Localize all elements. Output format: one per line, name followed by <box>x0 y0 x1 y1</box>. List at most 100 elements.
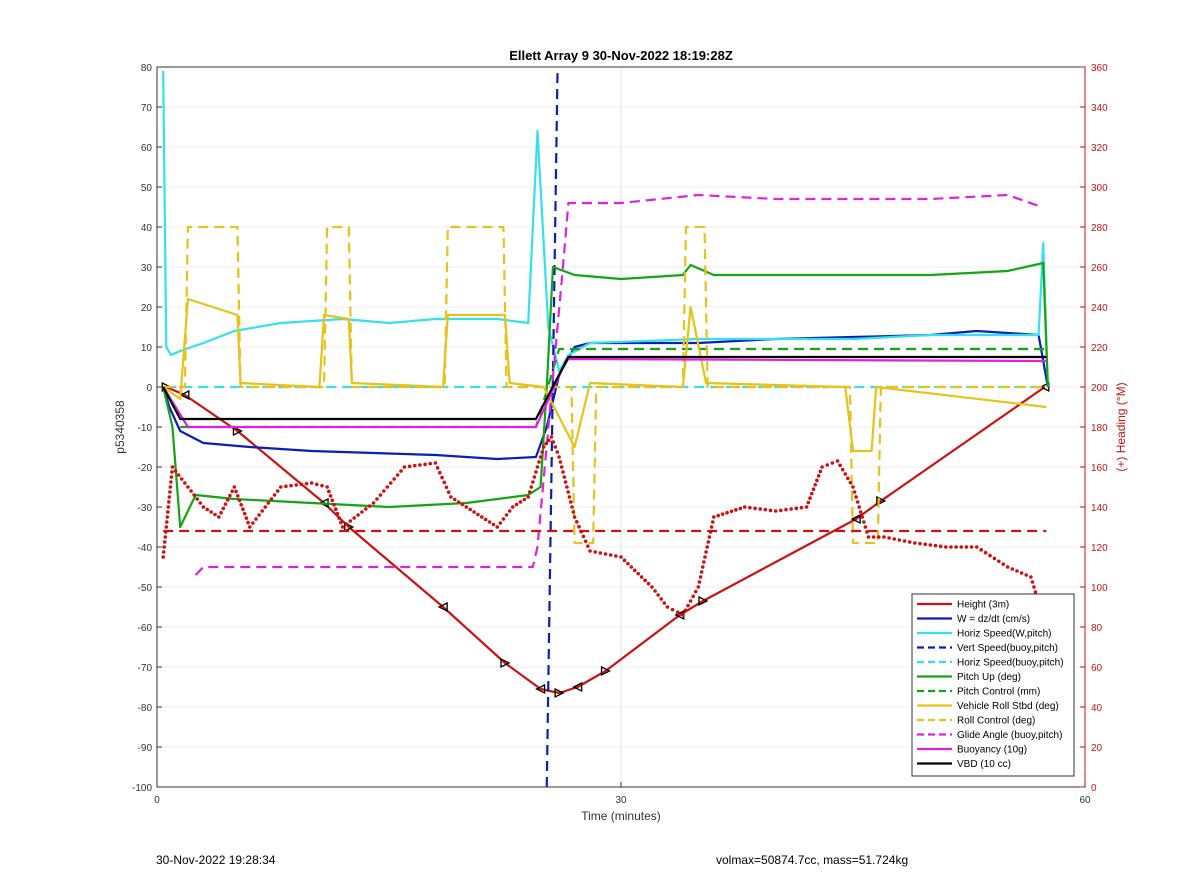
heading-point <box>622 558 627 563</box>
y-axis-label: p5340358 <box>113 400 127 454</box>
heading-point <box>902 539 907 543</box>
heading-point <box>315 482 319 487</box>
heading-point <box>768 508 773 513</box>
heading-point <box>639 575 644 579</box>
heading-point <box>549 435 554 439</box>
axes: 80706050403020100-10-20-30-40-50-60-70-8… <box>132 63 1108 806</box>
heading-point <box>593 550 598 554</box>
heading-point <box>352 516 357 520</box>
heading-point <box>820 465 824 469</box>
heading-point <box>263 505 268 509</box>
heading-point <box>1030 580 1035 584</box>
series-vert-speed-buoy-pitch <box>545 67 559 787</box>
heading-point <box>442 480 447 485</box>
heading-point <box>266 501 271 505</box>
heading-point <box>360 510 364 514</box>
legend-label: Height (3m) <box>957 600 1009 611</box>
heading-point <box>784 507 788 512</box>
heading-point <box>804 505 809 509</box>
y-tick-label: 60 <box>141 143 153 154</box>
heading-point <box>779 508 783 513</box>
heading-point <box>763 507 768 512</box>
heading-point <box>806 500 811 505</box>
heading-point <box>544 441 549 446</box>
heading-point <box>518 500 523 504</box>
chart-title: Ellett Array 9 30-Nov-2022 18:19:28Z <box>509 48 733 63</box>
heading-point <box>815 478 819 483</box>
heading-point <box>382 489 386 493</box>
y2-tick-label: 180 <box>1091 423 1108 434</box>
x-tick-label: 60 <box>1079 795 1091 806</box>
heading-point <box>954 545 958 549</box>
heading-point <box>189 489 193 493</box>
heading-point <box>742 505 747 509</box>
heading-point <box>367 504 372 508</box>
heading-point <box>275 489 280 493</box>
heading-point <box>179 477 184 481</box>
heading-point <box>789 507 793 511</box>
heading-point <box>725 510 729 515</box>
heading-point <box>738 506 743 511</box>
x-tick-label: 30 <box>615 795 627 806</box>
heading-point <box>504 513 509 517</box>
heading-point <box>871 535 876 539</box>
heading-point <box>892 537 897 541</box>
heading-point <box>472 510 476 514</box>
y-tick-label: 20 <box>141 303 153 314</box>
heading-point <box>219 510 223 515</box>
heading-point <box>547 438 551 443</box>
heading-point <box>213 512 217 517</box>
heading-point <box>335 511 340 516</box>
heading-point <box>729 509 734 514</box>
y-tick-label: 80 <box>141 63 153 74</box>
heading-point <box>887 536 891 540</box>
heading-point <box>244 516 249 520</box>
heading-point <box>928 543 933 547</box>
heading-point <box>402 465 407 469</box>
heading-point <box>703 555 707 559</box>
heading-point <box>619 555 623 559</box>
heading-point <box>440 475 444 480</box>
heading-point <box>706 540 711 544</box>
heading-point <box>720 512 725 516</box>
heading-point <box>371 501 376 505</box>
heading-point <box>339 520 343 525</box>
heading-point <box>964 545 969 549</box>
heading-point <box>656 593 660 597</box>
heading-point <box>526 495 530 499</box>
heading-point <box>162 545 167 549</box>
y2-tick-label: 220 <box>1091 343 1108 354</box>
heading-point <box>239 502 244 507</box>
y2-tick-label: 60 <box>1091 663 1103 674</box>
y-tick-label: -60 <box>138 623 153 634</box>
y-tick-label: 70 <box>141 103 153 114</box>
legend: Height (3m) W = dz/dt (cm/s) Horiz Speed(W… <box>911 593 1075 777</box>
heading-point <box>540 450 544 454</box>
heading-point <box>385 485 390 489</box>
heading-point <box>201 505 206 509</box>
heading-point <box>337 516 341 520</box>
heading-point <box>608 553 613 557</box>
series-pitch-up-deg <box>162 261 1049 529</box>
heading-point <box>163 535 168 539</box>
heading-point <box>161 550 166 554</box>
heading-point <box>476 512 480 517</box>
series-height-3m <box>165 385 1046 695</box>
heading-point <box>918 541 922 546</box>
heading-point <box>866 535 871 539</box>
heading-point <box>183 481 187 485</box>
heading-point <box>1015 569 1019 573</box>
heading-point <box>665 605 670 609</box>
y2-tick-label: 160 <box>1091 463 1108 474</box>
y-tick-label: -40 <box>138 543 153 554</box>
heading-point <box>418 463 422 467</box>
y2-tick-label: 340 <box>1091 103 1108 114</box>
heading-point <box>192 493 196 497</box>
heading-point <box>535 465 540 469</box>
heading-point <box>356 513 360 517</box>
heading-point <box>992 556 997 561</box>
heading-point <box>712 515 716 519</box>
heading-point <box>428 461 433 466</box>
heading-point <box>840 467 845 472</box>
heading-point <box>809 491 814 496</box>
